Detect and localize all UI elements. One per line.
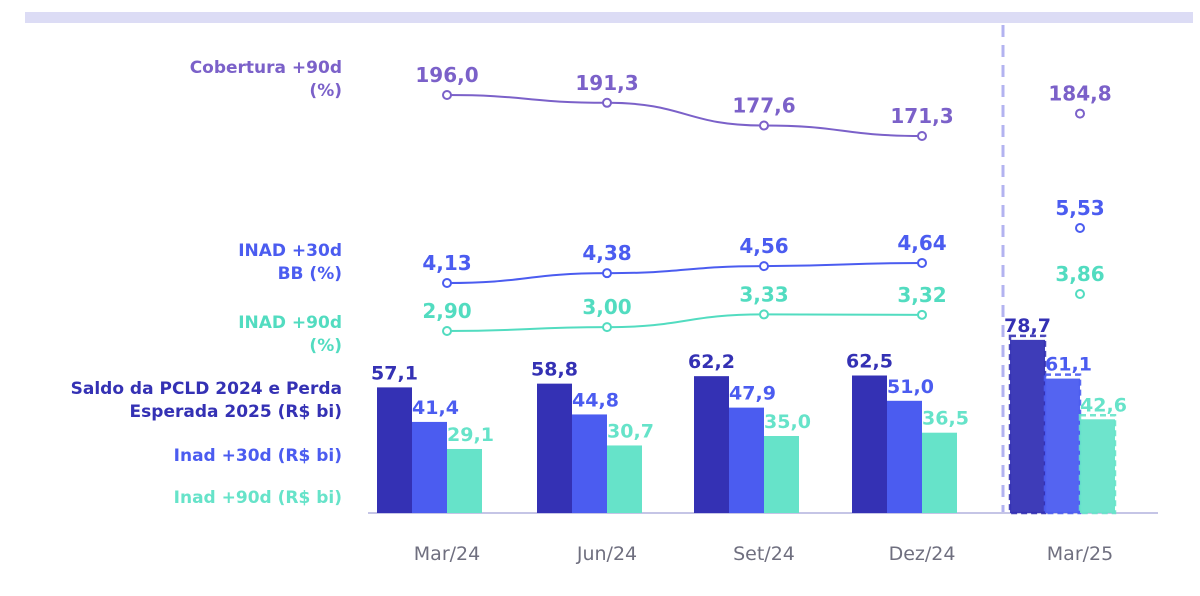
- bar-pcld: [852, 375, 887, 513]
- line-cobertura: [446, 94, 923, 137]
- bar-inad30: [572, 414, 607, 513]
- bar-value-label: 58,8: [531, 359, 578, 381]
- point-label-cobertura: 191,3: [575, 71, 638, 95]
- point-label-inad90: 2,90: [422, 299, 471, 323]
- bar-inad90bar: [922, 432, 957, 513]
- label-pcld: Saldo da PCLD 2024 e Perda Esperada 2025…: [71, 378, 342, 424]
- label-cobertura: Cobertura +90d (%): [190, 57, 342, 103]
- bar-inad30: [729, 407, 764, 513]
- label-inad90-bi: Inad +90d (R$ bi): [174, 487, 342, 510]
- bar-pcld: [377, 387, 412, 513]
- point-cobertura: [917, 131, 927, 141]
- point-inad90: [442, 326, 452, 336]
- point-label-cobertura: 171,3: [890, 104, 953, 128]
- label-inad90-bi-text: Inad +90d (R$ bi): [173, 488, 342, 508]
- point-cobertura: [602, 97, 612, 108]
- bar-value-label: 41,4: [412, 397, 459, 419]
- point-label-inad30: 5,53: [1055, 196, 1104, 220]
- point-label-cobertura: 196,0: [415, 63, 478, 87]
- x-tick-label: Jun/24: [576, 543, 637, 565]
- point-label-inad90: 3,32: [897, 283, 946, 307]
- top-accent-bar: [25, 12, 1193, 23]
- label-pcld-line2: Esperada 2025 (R$ bi): [129, 402, 342, 422]
- line-inad90: [446, 313, 923, 332]
- point-inad90: [759, 309, 769, 320]
- point-cobertura: [442, 90, 452, 100]
- label-inad30: INAD +30d BB (%): [238, 240, 342, 286]
- point-label-cobertura: 177,6: [732, 94, 795, 118]
- bar-value-label: 29,1: [447, 424, 494, 446]
- bar-value-label: 51,0: [887, 376, 934, 398]
- bar-inad90bar: [1080, 419, 1115, 513]
- bar-pcld: [1010, 339, 1045, 513]
- label-pcld-line1: Saldo da PCLD 2024 e Perda: [70, 379, 342, 399]
- bar-value-label: 62,5: [846, 351, 893, 373]
- point-label-inad90: 3,00: [582, 295, 631, 319]
- label-inad90-line2: (%): [309, 336, 342, 356]
- bar-value-label: 61,1: [1045, 354, 1092, 376]
- label-inad90: INAD +90d (%): [238, 312, 342, 358]
- x-tick-label: Mar/24: [414, 543, 480, 565]
- x-tick-label: Set/24: [733, 543, 795, 565]
- bar-inad30: [1045, 378, 1080, 513]
- bar-inad90bar: [447, 448, 482, 513]
- label-cobertura-line2: (%): [309, 81, 342, 101]
- point-inad30: [759, 261, 769, 272]
- bar-value-label: 30,7: [607, 420, 654, 442]
- point-inad30: [917, 257, 927, 268]
- point-inad30: [1075, 223, 1085, 233]
- point-label-inad90: 3,86: [1055, 262, 1104, 286]
- x-tick-label: Dez/24: [889, 543, 956, 565]
- bar-inad30: [887, 400, 922, 513]
- bar-value-label: 47,9: [729, 383, 776, 405]
- point-label-inad90: 3,33: [739, 282, 788, 306]
- bar-value-label: 42,6: [1080, 394, 1127, 416]
- x-tick-label: Mar/25: [1047, 543, 1113, 565]
- point-cobertura: [759, 120, 769, 131]
- label-cobertura-line1: Cobertura +90d: [189, 58, 342, 78]
- point-label-inad30: 4,64: [897, 231, 946, 255]
- bar-value-label: 35,0: [764, 411, 811, 433]
- bar-value-label: 62,2: [688, 351, 735, 373]
- point-inad90: [917, 309, 927, 320]
- bar-pcld: [537, 383, 572, 513]
- label-inad30-bi: Inad +30d (R$ bi): [174, 445, 342, 468]
- bar-value-label: 44,8: [572, 389, 619, 411]
- point-inad90: [602, 322, 612, 333]
- point-inad30: [442, 278, 452, 288]
- bar-inad90bar: [764, 436, 799, 513]
- bar-pcld: [694, 376, 729, 513]
- label-inad90-line1: INAD +90d: [238, 313, 342, 333]
- label-inad30-bi-text: Inad +30d (R$ bi): [173, 446, 342, 466]
- point-label-inad30: 4,13: [422, 251, 471, 275]
- label-inad30-line1: INAD +30d: [238, 241, 342, 261]
- point-label-cobertura: 184,8: [1048, 82, 1111, 106]
- line-inad30: [446, 261, 923, 284]
- bar-value-label: 57,1: [371, 362, 418, 384]
- bar-highlight-outline: [1078, 414, 1117, 515]
- point-label-inad30: 4,56: [739, 234, 788, 258]
- bar-inad30: [412, 421, 447, 513]
- point-cobertura: [1075, 108, 1085, 119]
- point-inad90: [1075, 289, 1085, 299]
- bar-inad90bar: [607, 445, 642, 513]
- label-inad30-line2: BB (%): [277, 264, 342, 284]
- bar-value-label: 78,7: [1004, 315, 1051, 337]
- bar-value-label: 36,5: [922, 408, 969, 430]
- point-inad30: [602, 268, 612, 279]
- point-label-inad30: 4,38: [582, 241, 631, 265]
